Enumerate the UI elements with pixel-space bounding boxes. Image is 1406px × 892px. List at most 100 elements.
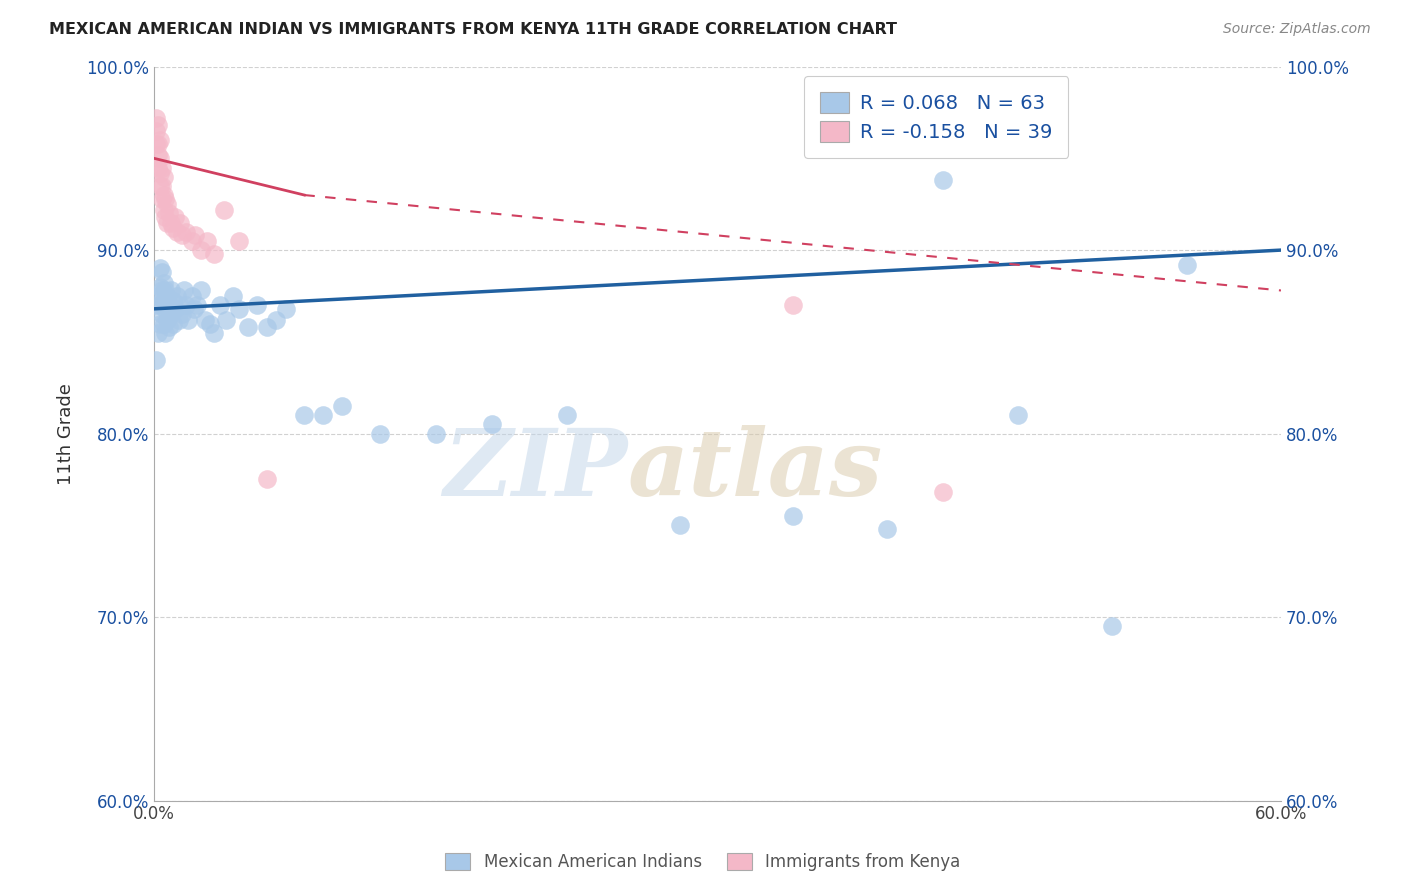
Point <box>149 280 172 294</box>
Point <box>932 485 955 500</box>
Point <box>169 216 191 230</box>
Text: Source: ZipAtlas.com: Source: ZipAtlas.com <box>1223 22 1371 37</box>
Point <box>155 284 177 298</box>
Point <box>160 307 183 321</box>
Point <box>425 426 447 441</box>
Point <box>156 197 179 211</box>
Point <box>146 118 169 132</box>
Point <box>155 192 177 206</box>
Point <box>146 147 169 161</box>
Point <box>163 210 186 224</box>
Point <box>330 399 353 413</box>
Point <box>149 298 172 312</box>
Text: ZIP: ZIP <box>443 425 627 516</box>
Point <box>174 225 197 239</box>
Point <box>186 298 208 312</box>
Point <box>149 133 172 147</box>
Point <box>1175 258 1198 272</box>
Point <box>212 202 235 217</box>
Point <box>149 317 172 331</box>
Point <box>149 152 172 166</box>
Point <box>184 228 207 243</box>
Point <box>312 409 335 423</box>
Point <box>145 298 167 312</box>
Point <box>146 289 169 303</box>
Point <box>152 169 174 184</box>
Point <box>160 284 183 298</box>
Point <box>155 301 177 316</box>
Point <box>150 265 173 279</box>
Point <box>228 301 250 316</box>
Point <box>149 261 172 276</box>
Point <box>150 178 173 193</box>
Point <box>157 206 180 220</box>
Point <box>152 202 174 217</box>
Point <box>152 188 174 202</box>
Y-axis label: 11th Grade: 11th Grade <box>58 383 75 484</box>
Point <box>162 221 184 235</box>
Text: MEXICAN AMERICAN INDIAN VS IMMIGRANTS FROM KENYA 11TH GRADE CORRELATION CHART: MEXICAN AMERICAN INDIAN VS IMMIGRANTS FR… <box>49 22 897 37</box>
Point <box>555 409 578 423</box>
Point <box>236 320 259 334</box>
Point <box>177 313 200 327</box>
Point <box>202 326 225 340</box>
Point <box>145 136 167 151</box>
Point <box>228 234 250 248</box>
Point <box>180 289 202 303</box>
Point <box>145 353 167 368</box>
Point <box>155 326 177 340</box>
Point <box>166 225 188 239</box>
Point <box>782 298 804 312</box>
Point <box>214 313 236 327</box>
Point <box>208 298 231 312</box>
Point <box>152 294 174 309</box>
Point <box>274 301 297 316</box>
Point <box>160 216 183 230</box>
Point <box>149 178 172 193</box>
Point <box>156 216 179 230</box>
Point <box>876 522 898 536</box>
Legend: Mexican American Indians, Immigrants from Kenya: Mexican American Indians, Immigrants fro… <box>437 845 969 880</box>
Point <box>156 289 179 303</box>
Point <box>222 289 245 303</box>
Point <box>162 294 184 309</box>
Point <box>155 210 177 224</box>
Point <box>157 320 180 334</box>
Point <box>200 317 222 331</box>
Point <box>481 417 503 432</box>
Point <box>172 228 194 243</box>
Legend: R = 0.068   N = 63, R = -0.158   N = 39: R = 0.068 N = 63, R = -0.158 N = 39 <box>804 77 1069 158</box>
Point <box>368 426 391 441</box>
Point <box>145 124 167 138</box>
Point <box>146 161 169 175</box>
Point <box>1007 409 1029 423</box>
Point <box>932 173 955 187</box>
Point <box>163 301 186 316</box>
Point <box>669 518 692 533</box>
Point <box>145 111 167 125</box>
Point <box>167 313 190 327</box>
Point <box>190 284 212 298</box>
Text: atlas: atlas <box>627 425 883 516</box>
Point <box>169 298 191 312</box>
Point <box>150 284 173 298</box>
Point <box>150 307 173 321</box>
Point <box>150 161 173 175</box>
Point <box>256 320 278 334</box>
Point <box>146 136 169 151</box>
Point <box>173 284 195 298</box>
Point <box>195 234 218 248</box>
Point <box>152 317 174 331</box>
Point <box>256 473 278 487</box>
Point <box>246 298 269 312</box>
Point <box>180 234 202 248</box>
Point <box>1101 619 1123 633</box>
Point <box>190 243 212 257</box>
Point <box>183 301 205 316</box>
Point <box>166 289 188 303</box>
Point <box>162 317 184 331</box>
Point <box>152 276 174 290</box>
Point <box>174 298 197 312</box>
Point <box>156 313 179 327</box>
Point <box>292 409 315 423</box>
